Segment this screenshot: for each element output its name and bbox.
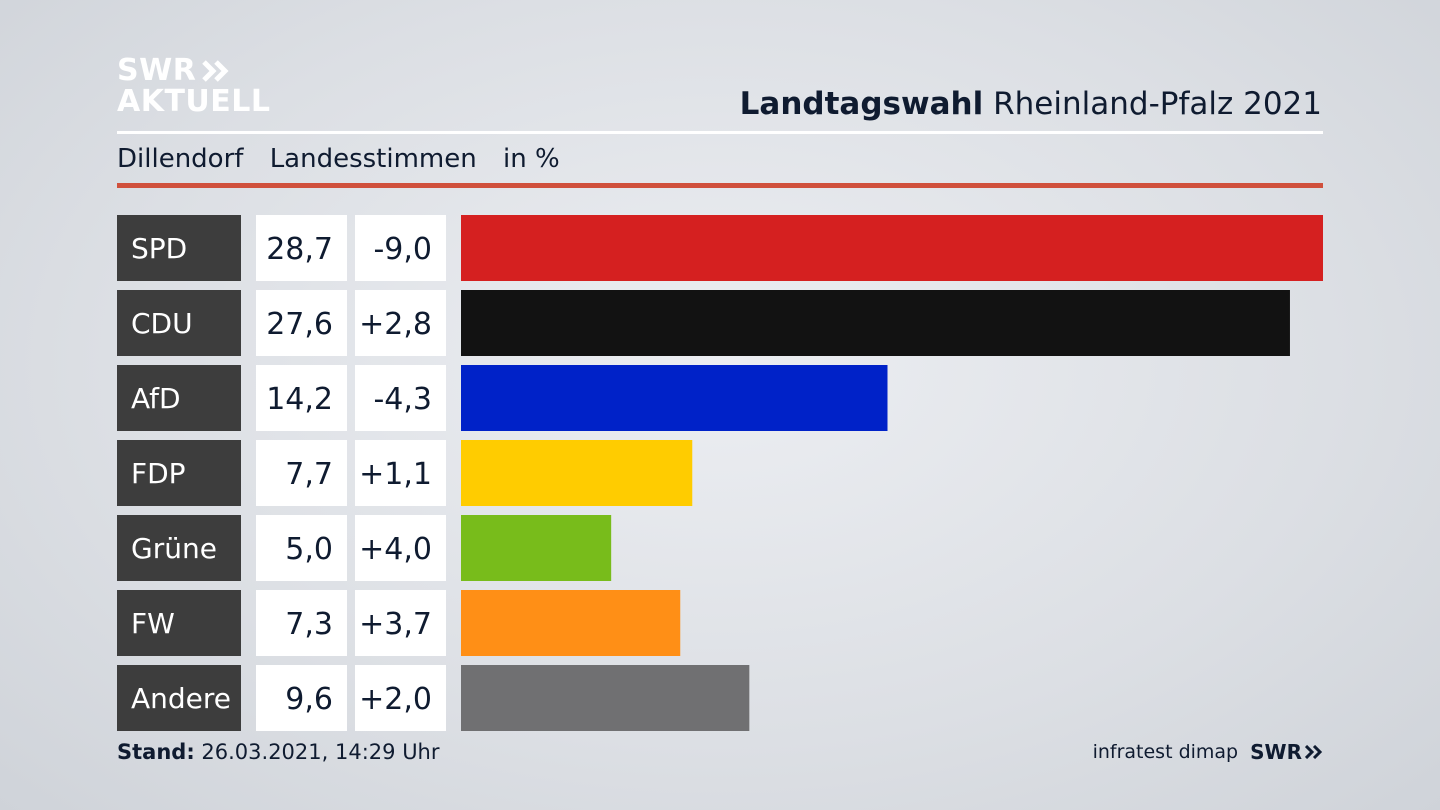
title-regular: Rheinland-Pfalz 2021 <box>993 86 1322 122</box>
change-cell-bg-fw <box>355 590 446 656</box>
chevron-right-double-icon <box>1305 745 1323 759</box>
party-label-afd: AfD <box>131 382 181 415</box>
party-label-bg-fdp <box>117 440 241 506</box>
party-label-andere: Andere <box>131 682 231 715</box>
page-title: Landtagswahl Rheinland-Pfalz 2021 <box>740 86 1322 122</box>
logo-swr-text: SWR <box>117 53 197 88</box>
change-cell-bg-cdu <box>355 290 446 356</box>
value-cell-bg-fdp <box>256 440 347 506</box>
bar-andere <box>461 665 750 731</box>
value-label-cdu: 27,6 <box>266 307 333 342</box>
change-label-fw: +3,7 <box>359 607 432 642</box>
change-label-spd: -9,0 <box>373 232 432 267</box>
value-cell-bg-gr-ne <box>256 515 347 581</box>
timestamp: Stand: 26.03.2021, 14:29 Uhr <box>117 740 440 764</box>
bar-fdp <box>461 440 693 506</box>
party-label-bg-andere <box>117 665 241 731</box>
subtitle-metric: Landesstimmen <box>269 144 477 174</box>
header-divider <box>117 131 1323 134</box>
stand-value: 26.03.2021, 14:29 Uhr <box>201 740 440 764</box>
change-label-fdp: +1,1 <box>359 457 432 492</box>
swr-footer-text: SWR <box>1250 740 1302 764</box>
value-cell-bg-andere <box>256 665 347 731</box>
party-label-bg-cdu <box>117 290 241 356</box>
swr-footer-logo: SWR <box>1250 740 1323 764</box>
swr-aktuell-logo: SWR AKTUELL <box>117 55 271 117</box>
value-cell-bg-spd <box>256 215 347 281</box>
source-credit: infratest dimap SWR <box>1093 740 1323 764</box>
change-cell-bg-spd <box>355 215 446 281</box>
title-bold: Landtagswahl <box>739 86 984 122</box>
value-cell-bg-fw <box>256 590 347 656</box>
value-cell-bg-cdu <box>256 290 347 356</box>
logo-aktuell-text: AKTUELL <box>117 84 271 119</box>
source-text: infratest dimap <box>1092 741 1239 763</box>
party-label-bg-afd <box>117 365 241 431</box>
chevron-right-double-icon <box>202 59 229 82</box>
value-label-gr-ne: 5,0 <box>285 532 333 567</box>
party-label-fw: FW <box>131 607 175 640</box>
value-label-andere: 9,6 <box>285 682 333 717</box>
party-label-bg-fw <box>117 590 241 656</box>
stand-label: Stand: <box>117 740 195 764</box>
bar-fw <box>461 590 681 656</box>
change-cell-bg-gr-ne <box>355 515 446 581</box>
party-label-gr-ne: Grüne <box>131 532 217 565</box>
accent-divider <box>117 183 1323 188</box>
change-label-andere: +2,0 <box>359 682 432 717</box>
value-label-fdp: 7,7 <box>285 457 333 492</box>
change-cell-bg-fdp <box>355 440 446 506</box>
party-label-bg-spd <box>117 215 241 281</box>
party-label-spd: SPD <box>131 232 187 265</box>
change-cell-bg-afd <box>355 365 446 431</box>
value-label-fw: 7,3 <box>285 607 333 642</box>
value-label-afd: 14,2 <box>266 382 333 417</box>
bar-afd <box>461 365 888 431</box>
party-label-cdu: CDU <box>131 307 193 340</box>
subtitle: Dillendorf Landesstimmen in % <box>117 144 578 174</box>
bar-gr-ne <box>461 515 612 581</box>
subtitle-place: Dillendorf <box>117 144 244 174</box>
change-cell-bg-andere <box>355 665 446 731</box>
bar-spd <box>461 215 1323 281</box>
party-label-fdp: FDP <box>131 457 186 490</box>
value-cell-bg-afd <box>256 365 347 431</box>
change-label-cdu: +2,8 <box>359 307 432 342</box>
change-label-afd: -4,3 <box>373 382 432 417</box>
bar-cdu <box>461 290 1290 356</box>
change-label-gr-ne: +4,0 <box>359 532 432 567</box>
party-label-bg-gr-ne <box>117 515 241 581</box>
value-label-spd: 28,7 <box>266 232 333 267</box>
subtitle-unit: in % <box>503 144 560 174</box>
